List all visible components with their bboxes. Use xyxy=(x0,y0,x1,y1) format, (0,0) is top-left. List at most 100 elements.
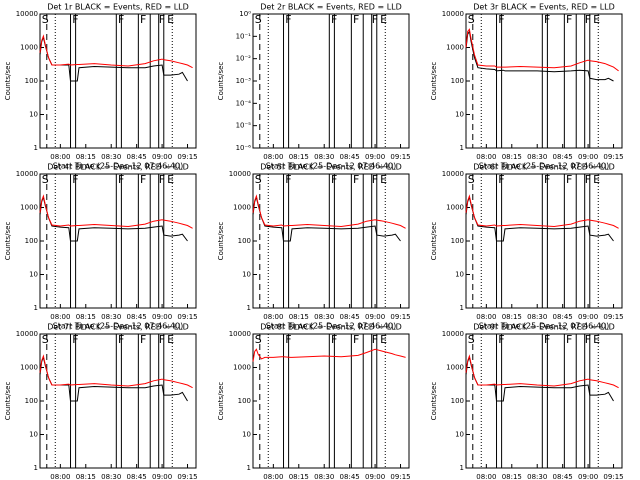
flag-label: F xyxy=(118,13,124,26)
flag-label: F xyxy=(331,333,337,346)
series-line xyxy=(465,194,619,229)
x-tick-label: 08:00 xyxy=(50,153,70,161)
x-tick-label: 08:15 xyxy=(502,473,522,480)
x-tick-label: 08:30 xyxy=(314,473,334,480)
y-tick-label: 10 xyxy=(29,271,38,279)
y-tick-label: 10⁻⁵ xyxy=(236,122,252,130)
x-tick-label: 08:00 xyxy=(50,473,70,480)
x-tick-label: 09:00 xyxy=(152,313,172,321)
x-tick-label: 09:00 xyxy=(578,313,598,321)
y-tick-label: 10⁻³ xyxy=(236,77,252,85)
x-tick-label: 09:15 xyxy=(603,313,623,321)
flag-label: F xyxy=(566,13,572,26)
y-tick-label: 1 xyxy=(460,144,464,152)
x-tick-label: 09:15 xyxy=(177,473,197,480)
x-tick-label: 08:45 xyxy=(553,153,573,161)
flag-label: S xyxy=(42,333,49,346)
flag-label: S xyxy=(468,13,475,26)
x-tick-label: 08:15 xyxy=(76,313,96,321)
x-tick-label: 08:45 xyxy=(553,473,573,480)
x-tick-label: 09:15 xyxy=(177,153,197,161)
x-tick-label: 08:45 xyxy=(127,313,147,321)
x-tick-label: 08:00 xyxy=(50,313,70,321)
x-axis-label: Start Time (25-Dec-12 07:46:40) xyxy=(266,322,397,331)
flag-label: F xyxy=(72,333,78,346)
flag-label: F xyxy=(118,173,124,186)
y-axis-label: Counts/sec xyxy=(217,62,225,101)
y-tick-label: 10⁻² xyxy=(236,55,252,63)
y-tick-label: 10 xyxy=(242,271,251,279)
flag-label: F xyxy=(159,333,165,346)
y-tick-label: 100 xyxy=(238,237,251,245)
x-tick-label: 09:15 xyxy=(603,473,623,480)
x-tick-label: 08:15 xyxy=(76,153,96,161)
series-line xyxy=(39,194,193,229)
series-line xyxy=(252,348,406,362)
flag-label: F xyxy=(544,13,550,26)
flag-label: S xyxy=(468,333,475,346)
y-tick-label: 1 xyxy=(247,464,251,472)
y-tick-label: 1 xyxy=(34,304,38,312)
y-tick-label: 10 xyxy=(29,431,38,439)
y-tick-label: 10 xyxy=(455,111,464,119)
y-tick-label: 1000 xyxy=(446,364,464,372)
flag-label: E xyxy=(167,13,174,26)
x-axis-label: Start Time (25-Dec-12 07:46:40) xyxy=(479,162,610,171)
x-tick-label: 09:00 xyxy=(365,473,385,480)
y-tick-label: 10000 xyxy=(229,170,251,178)
y-tick-label: 100 xyxy=(451,77,464,85)
x-tick-label: 08:00 xyxy=(263,313,283,321)
y-tick-label: 10 xyxy=(242,431,251,439)
x-axis-label: Start Time (25-Dec-12 07:46:40) xyxy=(266,162,397,171)
flag-label: F xyxy=(140,13,146,26)
y-tick-label: 100 xyxy=(451,237,464,245)
flag-label: F xyxy=(331,173,337,186)
y-tick-label: 10000 xyxy=(16,10,38,18)
y-axis-label: Counts/sec xyxy=(430,62,438,101)
y-tick-label: 1000 xyxy=(446,44,464,52)
y-tick-label: 1000 xyxy=(446,204,464,212)
y-axis-label: Counts/sec xyxy=(4,222,12,261)
flag-label: F xyxy=(285,173,291,186)
y-tick-label: 1000 xyxy=(20,204,38,212)
chart-title: Det 1r BLACK = Events, RED = LLD xyxy=(47,3,189,12)
x-tick-label: 08:45 xyxy=(340,313,360,321)
x-tick-label: 08:45 xyxy=(553,313,573,321)
series-line xyxy=(39,354,193,389)
x-tick-label: 09:00 xyxy=(578,153,598,161)
flag-label: F xyxy=(498,173,504,186)
chart-title: Det 3r BLACK = Events, RED = LLD xyxy=(473,3,615,12)
flag-label: F xyxy=(372,173,378,186)
y-tick-label: 10⁻⁴ xyxy=(236,99,252,107)
y-tick-label: 1 xyxy=(460,464,464,472)
flag-label: F xyxy=(353,13,359,26)
flag-label: S xyxy=(255,13,262,26)
x-tick-label: 08:45 xyxy=(127,473,147,480)
y-tick-label: 100 xyxy=(25,77,38,85)
chart-title: Det 5r BLACK = Events, RED = LLD xyxy=(260,163,402,172)
y-tick-label: 10000 xyxy=(229,330,251,338)
x-tick-label: 08:30 xyxy=(527,473,547,480)
series-line xyxy=(465,28,619,72)
y-tick-label: 1000 xyxy=(233,204,251,212)
x-tick-label: 09:15 xyxy=(390,473,410,480)
flag-label: F xyxy=(372,333,378,346)
x-tick-label: 08:45 xyxy=(127,153,147,161)
flag-label: S xyxy=(255,333,262,346)
y-tick-label: 10⁰ xyxy=(239,10,251,18)
flag-label: F xyxy=(353,333,359,346)
y-tick-label: 10 xyxy=(455,431,464,439)
y-tick-label: 10⁻¹ xyxy=(236,32,252,40)
flag-label: E xyxy=(593,13,600,26)
x-tick-label: 08:15 xyxy=(502,313,522,321)
y-axis-label: Counts/sec xyxy=(4,382,12,421)
chart-title: Det 4r BLACK = Events, RED = LLD xyxy=(47,163,189,172)
x-tick-label: 09:15 xyxy=(390,313,410,321)
series-line xyxy=(39,355,188,402)
flag-label: F xyxy=(159,13,165,26)
y-tick-label: 100 xyxy=(238,397,251,405)
x-tick-label: 08:30 xyxy=(101,473,121,480)
flag-label: F xyxy=(285,333,291,346)
y-tick-label: 10000 xyxy=(16,330,38,338)
